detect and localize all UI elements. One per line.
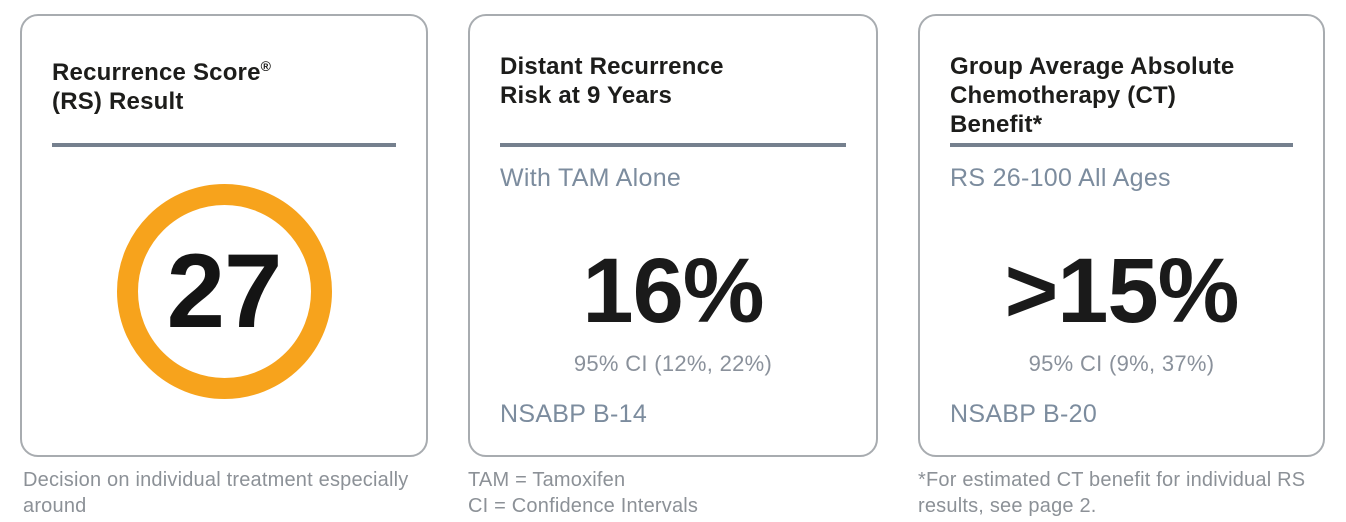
footnote-line: Decision on individual treatment especia…	[23, 469, 409, 517]
card-chemotherapy-benefit: Group Average Absolute Chemotherapy (CT)…	[918, 14, 1325, 457]
footnote-line: results, see page 2.	[918, 495, 1097, 517]
confidence-interval: 95% CI (12%, 22%)	[573, 351, 773, 376]
title-line: Benefit*	[950, 111, 1043, 138]
card-title-recurrence-score: Recurrence Score® (RS) Result	[52, 52, 396, 143]
title-line: Group Average Absolute	[950, 53, 1235, 80]
treatment-arm-label: With TAM Alone	[500, 164, 682, 192]
distant-recurrence-risk-value: 16%	[582, 240, 764, 342]
divider-line	[52, 143, 396, 147]
card-recurrence-score: Recurrence Score® (RS) Result 27	[20, 14, 428, 457]
title-line: Chemotherapy (CT)	[950, 82, 1177, 109]
footnote-line: CI = Confidence Intervals	[468, 495, 699, 517]
rs-range-label: RS 26-100 All Ages	[950, 164, 1171, 192]
title-line: Distant Recurrence	[500, 53, 724, 80]
footnote-line: *For estimated CT benefit for individual…	[918, 469, 1306, 491]
study-reference: NSABP B-20	[950, 400, 1098, 428]
title-line: (RS) Result	[52, 88, 184, 115]
footnote-abbreviations: TAM = Tamoxifen CI = Confidence Interval…	[468, 467, 898, 519]
footnote-ct-benefit-reference: *For estimated CT benefit for individual…	[918, 467, 1338, 519]
footnote-line: TAM = Tamoxifen	[468, 469, 626, 491]
registered-trademark-symbol: ®	[260, 58, 272, 74]
card-title-ct-benefit: Group Average Absolute Chemotherapy (CT)…	[950, 52, 1293, 143]
card-distant-recurrence-risk: Distant Recurrence Risk at 9 Years With …	[468, 14, 878, 457]
footnote-clinical-factors: Decision on individual treatment especia…	[23, 467, 453, 522]
confidence-interval: 95% CI (9%, 37%)	[1028, 351, 1215, 376]
title-line: Risk at 9 Years	[500, 82, 673, 109]
recurrence-score-value: 27	[166, 233, 283, 350]
card-title-distant-recurrence: Distant Recurrence Risk at 9 Years	[500, 52, 846, 143]
study-reference: NSABP B-14	[500, 400, 648, 428]
divider-line	[500, 143, 846, 147]
ct-benefit-value: >15%	[1004, 240, 1240, 342]
divider-line	[950, 143, 1293, 147]
title-line: Recurrence Score	[52, 59, 261, 86]
recurrence-score-circle: 27	[116, 184, 332, 399]
